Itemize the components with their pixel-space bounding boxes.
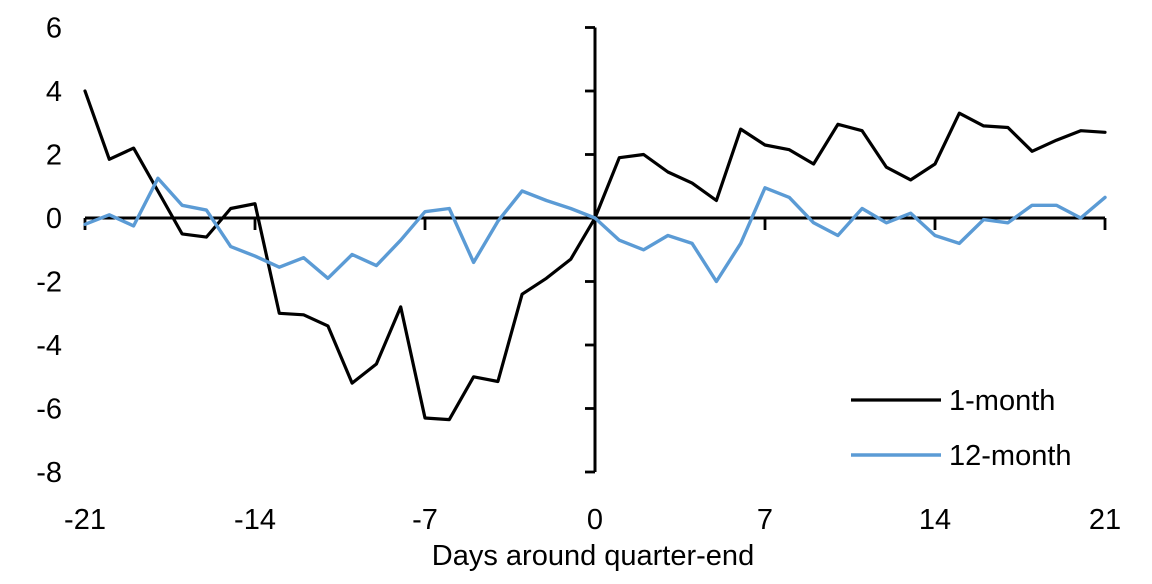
series-lines — [83, 89, 1107, 422]
y-tick-label: 6 — [46, 13, 62, 45]
x-tick-label: -21 — [64, 504, 106, 536]
y-tick-label: -6 — [36, 394, 62, 426]
y-tick-label: 2 — [46, 140, 62, 172]
x-axis-title: Days around quarter-end — [432, 540, 754, 572]
x-tick-label: 21 — [1089, 504, 1121, 536]
y-tick-label: 4 — [46, 76, 62, 108]
y-axis-tick-labels: 6 4 2 0 -2 -4 -6 -8 — [36, 13, 62, 490]
x-tick-label: 14 — [919, 504, 951, 536]
legend-label-12-month: 12-month — [949, 440, 1072, 472]
x-tick-label: 0 — [587, 504, 603, 536]
y-tick-label: 0 — [46, 203, 62, 235]
y-tick-label: -4 — [36, 330, 62, 362]
legend-label-1-month: 1-month — [949, 385, 1055, 417]
series-line-12-month — [83, 176, 1107, 284]
x-axis-tick-labels: -21 -14 -7 0 7 14 21 — [64, 504, 1121, 536]
x-tick-label: 7 — [757, 504, 773, 536]
y-tick-label: -2 — [36, 267, 62, 299]
x-tick-label: -14 — [234, 504, 276, 536]
y-tick-label: -8 — [36, 457, 62, 489]
x-tick-label: -7 — [412, 504, 438, 536]
legend: 1-month 12-month — [851, 385, 1072, 472]
